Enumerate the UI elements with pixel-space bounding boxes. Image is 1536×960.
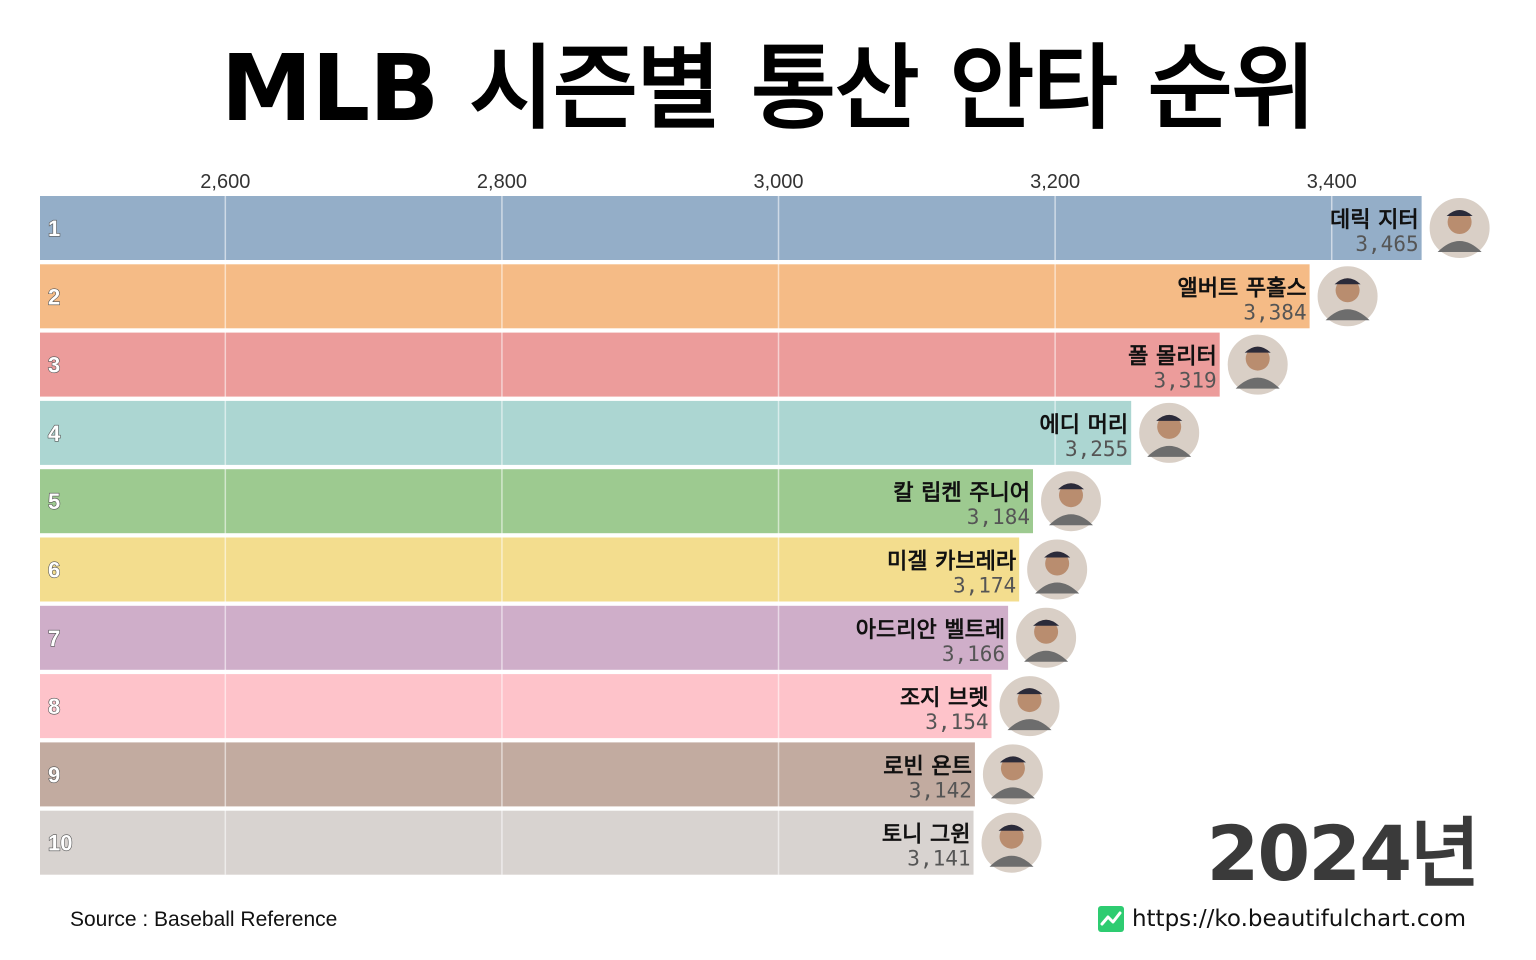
bar-1	[40, 196, 1422, 260]
player-name-label: 칼 립켄 주니어	[893, 481, 1030, 506]
value-label: 3,255	[1065, 437, 1128, 461]
player-avatar	[1315, 264, 1380, 329]
player-avatar	[1038, 469, 1103, 534]
year-label: 2024년	[1206, 809, 1480, 898]
player-avatar	[979, 810, 1044, 875]
x-tick-label: 2,800	[477, 171, 527, 193]
bar-3	[40, 332, 1220, 397]
player-name-label: 에디 머리	[1040, 413, 1129, 438]
player-avatar	[997, 674, 1062, 739]
bars-group	[40, 196, 1422, 875]
chart-title: MLB 시즌별 통산 안타 순위	[220, 35, 1316, 142]
bar-4	[40, 400, 1132, 465]
rank-label: 2	[48, 284, 60, 309]
value-label: 3,174	[953, 574, 1016, 598]
player-name-label: 앨버트 푸홀스	[1177, 275, 1306, 301]
player-name-label: 토니 그윈	[882, 823, 971, 848]
value-label: 3,184	[967, 505, 1030, 529]
bar-chart: 2,600 2,800 3,000 3,200 3,400 1 데릭 지터3,465 2 앨버트…	[40, 171, 1492, 875]
player-name-label: 로빈 욘트	[883, 754, 972, 779]
rank-label: 9	[48, 762, 60, 787]
site-link[interactable]: https://ko.beautifulchart.com	[1097, 906, 1466, 932]
rank-label: 8	[48, 694, 60, 719]
value-label: 3,154	[925, 710, 988, 734]
player-name-label: 아드리안 벨트레	[856, 618, 1005, 643]
player-avatar	[1137, 400, 1202, 465]
bar-7	[40, 605, 1009, 670]
player-name-label: 데릭 지터	[1330, 208, 1419, 233]
value-label: 3,142	[909, 778, 972, 802]
value-label: 3,166	[942, 642, 1005, 666]
value-label: 3,465	[1355, 232, 1418, 256]
bar-8	[40, 674, 992, 739]
bar-9	[40, 742, 975, 807]
rank-label: 10	[48, 831, 72, 856]
bar-2	[40, 264, 1310, 329]
rank-label: 1	[48, 216, 60, 241]
x-tick-label: 2,600	[200, 171, 250, 193]
rank-label: 5	[48, 489, 60, 514]
rank-label: 4	[48, 421, 61, 446]
bar-6	[40, 537, 1020, 602]
player-avatar	[1014, 605, 1079, 670]
player-avatar	[1025, 537, 1090, 602]
player-name-label: 폴 몰리터	[1128, 345, 1217, 370]
player-avatar	[1427, 196, 1492, 260]
player-name-label: 미겔 카브레라	[887, 550, 1017, 575]
chart-logo-icon	[1097, 906, 1124, 932]
site-url[interactable]: https://ko.beautifulchart.com	[1131, 906, 1466, 932]
bar-10	[40, 810, 974, 875]
x-tick-label: 3,200	[1030, 171, 1080, 193]
rank-label: 7	[48, 626, 60, 651]
player-name-label: 조지 브렛	[900, 686, 989, 711]
source-text: Source : Baseball Reference	[70, 908, 338, 931]
value-label: 3,141	[907, 847, 970, 871]
rank-label: 6	[48, 558, 60, 583]
x-tick-label: 3,000	[753, 171, 803, 193]
bar-5	[40, 469, 1033, 534]
value-label: 3,384	[1243, 300, 1306, 324]
value-label: 3,319	[1153, 369, 1216, 393]
player-avatar	[1225, 332, 1290, 397]
rank-label: 3	[48, 353, 60, 378]
player-avatar	[980, 742, 1045, 807]
x-axis-ticks: 2,600 2,800 3,000 3,200 3,400	[200, 171, 1356, 193]
x-tick-label: 3,400	[1307, 171, 1357, 193]
